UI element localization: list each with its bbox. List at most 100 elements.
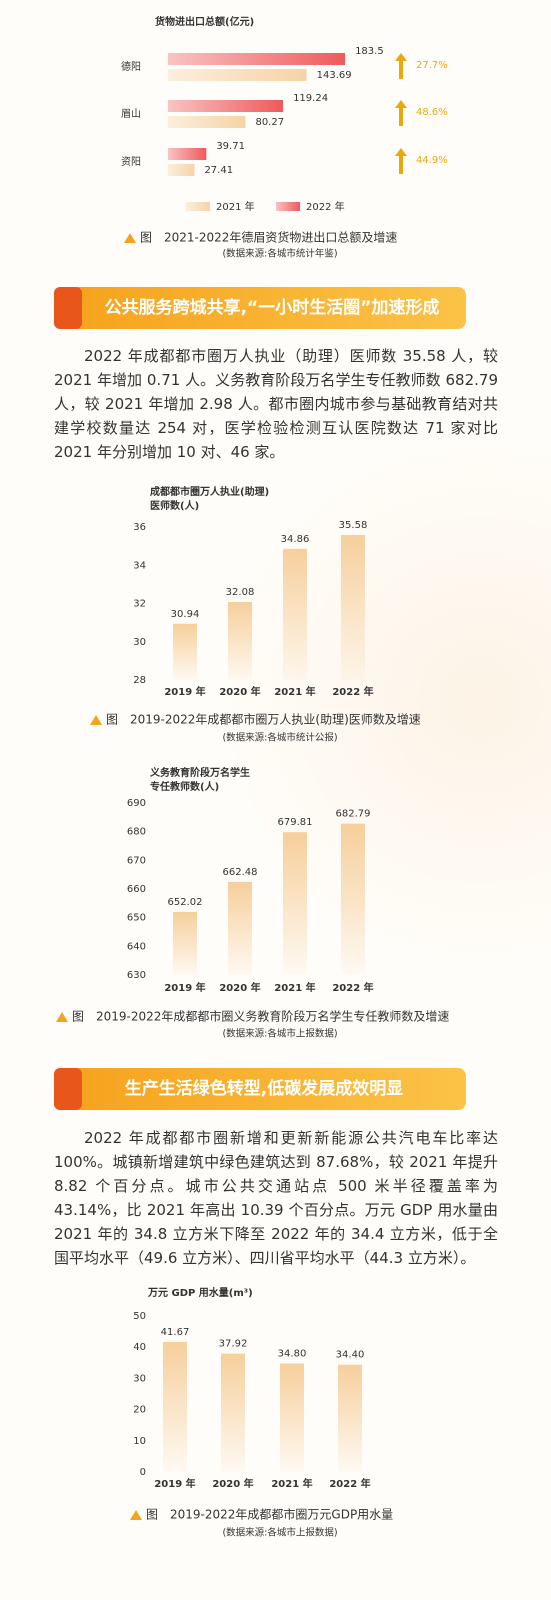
bar bbox=[228, 881, 252, 975]
paragraph: 2022 年成都都市圈万人执业（助理）医师数 35.58 人，较 2021 年增… bbox=[54, 347, 498, 461]
caption: 图 2019-2022年成都都市圈万元GDP用水量 bbox=[146, 1507, 393, 1522]
value-label: 34.80 bbox=[278, 1348, 307, 1359]
chart-title: 货物进出口总额(亿元) bbox=[155, 15, 254, 28]
x-tick-label: 2019 年 bbox=[164, 685, 205, 698]
value-label: 652.02 bbox=[168, 897, 203, 908]
legend-swatch bbox=[186, 202, 210, 211]
bar bbox=[228, 601, 252, 680]
y-tick-label: 670 bbox=[127, 855, 146, 866]
caption: 图 2019-2022年成都都市圈万人执业(助理)医师数及增速 bbox=[106, 712, 421, 727]
bar bbox=[168, 116, 246, 128]
value-label: 35.58 bbox=[339, 520, 368, 531]
caption-icon bbox=[130, 1510, 142, 1520]
legend-label: 2021 年 bbox=[216, 200, 255, 213]
value-label: 662.48 bbox=[223, 867, 258, 878]
y-tick-label: 650 bbox=[127, 913, 146, 924]
y-tick-label: 630 bbox=[127, 970, 146, 981]
caption-icon bbox=[56, 1012, 68, 1022]
caption: 图 2019-2022年成都都市圈义务教育阶段万名学生专任教师数及增速 bbox=[72, 1009, 449, 1024]
source: (数据来源:各城市统计公报) bbox=[222, 732, 337, 744]
bar bbox=[338, 1364, 362, 1472]
bar bbox=[168, 69, 307, 81]
category-label: 资阳 bbox=[121, 156, 141, 168]
value-label: 27.41 bbox=[204, 165, 233, 176]
value-label: 183.5 bbox=[355, 46, 384, 57]
value-label: 682.79 bbox=[336, 809, 371, 820]
x-tick-label: 2019 年 bbox=[154, 1477, 195, 1490]
bar bbox=[173, 623, 197, 680]
bar bbox=[280, 1363, 304, 1472]
value-label: 119.24 bbox=[293, 93, 328, 104]
y-tick-label: 640 bbox=[127, 941, 146, 952]
y-tick-label: 28 bbox=[133, 675, 146, 686]
growth-arrow bbox=[395, 53, 407, 79]
bar bbox=[173, 911, 197, 975]
legend-swatch bbox=[276, 202, 300, 211]
y-tick-label: 690 bbox=[127, 798, 146, 809]
bar bbox=[283, 832, 307, 975]
section-heading: 公共服务跨城共享,“一小时生活圈”加速形成 bbox=[105, 297, 440, 318]
value-label: 34.40 bbox=[336, 1350, 365, 1361]
x-tick-label: 2022 年 bbox=[332, 981, 373, 994]
category-label: 眉山 bbox=[121, 108, 141, 120]
bar bbox=[221, 1353, 245, 1472]
caption-icon bbox=[90, 715, 102, 725]
x-tick-label: 2020 年 bbox=[219, 685, 260, 698]
bar bbox=[168, 164, 195, 176]
source: (数据来源:各城市上报数据) bbox=[222, 1028, 337, 1040]
value-label: 30.94 bbox=[171, 609, 200, 620]
chart-title: 专任教师数(人) bbox=[150, 780, 219, 793]
chart-title: 义务教育阶段万名学生 bbox=[150, 766, 250, 779]
bar bbox=[341, 823, 365, 975]
growth-arrow bbox=[395, 100, 407, 126]
y-tick-label: 0 bbox=[140, 1467, 146, 1478]
section-banner bbox=[54, 287, 466, 329]
bar bbox=[168, 53, 346, 65]
y-tick-label: 30 bbox=[133, 637, 146, 648]
value-label: 80.27 bbox=[255, 117, 284, 128]
y-tick-label: 680 bbox=[127, 827, 146, 838]
section-banner bbox=[54, 1068, 466, 1110]
chart-title: 成都都市圈万人执业(助理) bbox=[150, 485, 269, 498]
y-tick-label: 34 bbox=[133, 560, 146, 571]
bar bbox=[283, 548, 307, 680]
value-label: 679.81 bbox=[278, 817, 313, 828]
source: (数据来源:各城市上报数据) bbox=[222, 1527, 337, 1539]
bar bbox=[163, 1341, 187, 1472]
growth-arrow bbox=[395, 148, 407, 174]
legend-label: 2022 年 bbox=[306, 200, 345, 213]
y-tick-label: 32 bbox=[133, 599, 146, 610]
x-tick-label: 2021 年 bbox=[274, 981, 315, 994]
y-tick-label: 10 bbox=[133, 1436, 146, 1447]
caption-icon bbox=[124, 233, 136, 243]
x-tick-label: 2021 年 bbox=[271, 1477, 312, 1490]
y-tick-label: 40 bbox=[133, 1342, 146, 1353]
x-tick-label: 2020 年 bbox=[212, 1477, 253, 1490]
y-tick-label: 36 bbox=[133, 522, 146, 533]
section-heading: 生产生活绿色转型,低碳发展成效明显 bbox=[125, 1078, 403, 1099]
growth-label: 48.6% bbox=[416, 107, 448, 118]
chart-title: 医师数(人) bbox=[150, 499, 199, 512]
y-tick-label: 20 bbox=[133, 1405, 146, 1416]
x-tick-label: 2020 年 bbox=[219, 981, 260, 994]
x-tick-label: 2021 年 bbox=[274, 685, 315, 698]
value-label: 41.67 bbox=[161, 1327, 190, 1338]
source: (数据来源:各城市统计年鉴) bbox=[222, 248, 337, 260]
y-tick-label: 30 bbox=[133, 1373, 146, 1384]
y-tick-label: 660 bbox=[127, 884, 146, 895]
bar bbox=[168, 100, 284, 112]
value-label: 37.92 bbox=[219, 1339, 248, 1350]
value-label: 34.86 bbox=[281, 534, 310, 545]
growth-label: 44.9% bbox=[416, 155, 448, 166]
category-label: 德阳 bbox=[121, 60, 141, 73]
growth-label: 27.7% bbox=[416, 60, 448, 71]
x-tick-label: 2019 年 bbox=[164, 981, 205, 994]
caption: 图 2021-2022年德眉资货物进出口总额及增速 bbox=[140, 230, 397, 245]
value-label: 39.71 bbox=[216, 141, 245, 152]
y-tick-label: 50 bbox=[133, 1311, 146, 1322]
value-label: 143.69 bbox=[317, 70, 352, 81]
bar bbox=[168, 148, 207, 160]
x-tick-label: 2022 年 bbox=[329, 1477, 370, 1490]
chart-title: 万元 GDP 用水量(m³) bbox=[147, 1286, 253, 1299]
